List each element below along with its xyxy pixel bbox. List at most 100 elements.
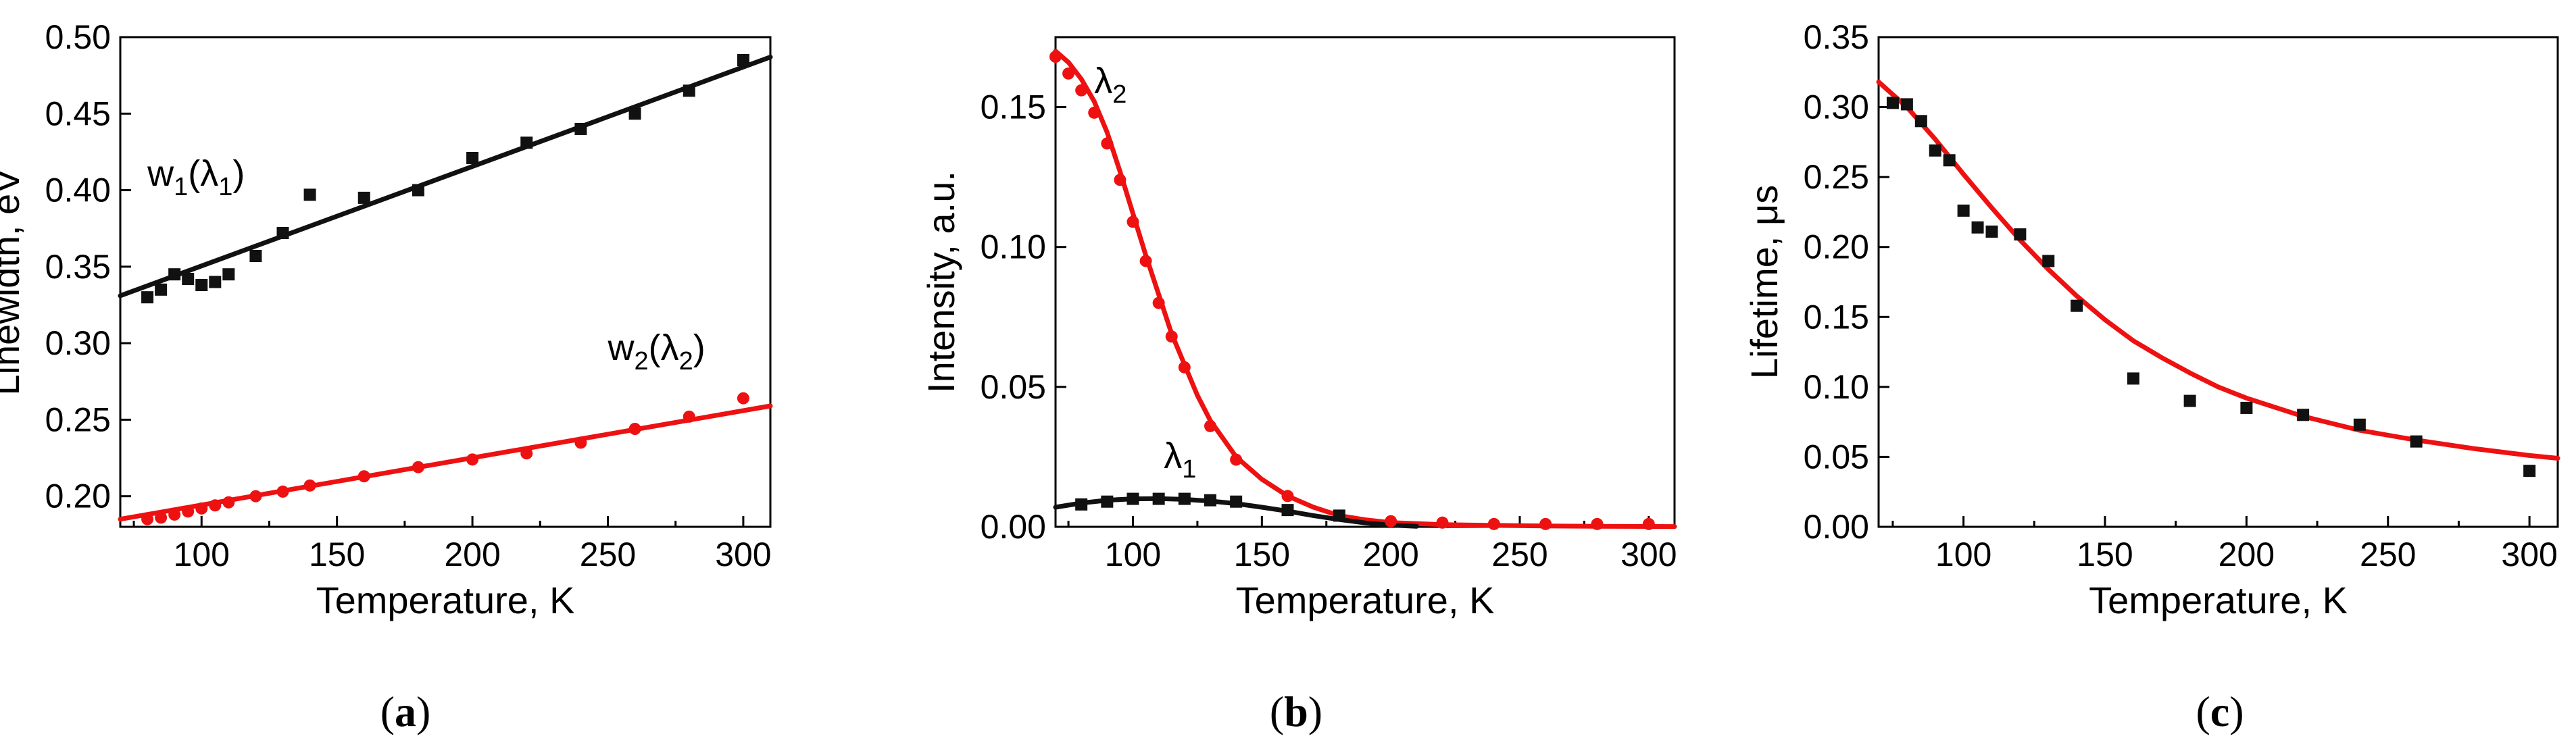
plot-frame	[1877, 36, 2559, 528]
data-point	[141, 291, 154, 304]
y-tick-label: 0.20	[1804, 228, 1869, 266]
panel-a: 100 150 200 250 300 0.20 0.25 0.30 0.35 0.40 0.45 0…	[0, 18, 773, 736]
data-point	[249, 249, 262, 262]
plot-frame	[1054, 36, 1676, 528]
data-point	[1886, 97, 1899, 109]
data-point	[574, 436, 587, 449]
panel-c: 100 150 200 250 300 0.00 0.05 0.10 0.15 0.20 0.25 0…	[1743, 18, 2560, 736]
data-point	[1062, 67, 1075, 80]
y-tick-label: 0.25	[1804, 158, 1869, 196]
y-tick-label: 0.15	[981, 88, 1046, 126]
y-tick-label: 0.25	[45, 401, 111, 438]
data-point	[1101, 495, 1114, 508]
data-point	[303, 479, 316, 492]
data-point	[1204, 419, 1216, 432]
data-point	[1591, 517, 1604, 530]
x-tick-label: 250	[1491, 536, 1547, 573]
y-tick-label: 0.35	[45, 248, 111, 286]
y-tick-label: 0.40	[45, 172, 111, 209]
data-point	[249, 490, 262, 503]
data-point	[303, 188, 316, 201]
data-point	[1539, 517, 1552, 530]
x-tick-label: 300	[1620, 536, 1677, 573]
data-point	[195, 279, 208, 292]
data-point	[2410, 435, 2423, 448]
panel-label: (a)	[380, 688, 431, 736]
data-point	[222, 268, 235, 281]
data-point	[1139, 255, 1152, 267]
data-point	[1230, 453, 1243, 466]
y-tick-label: 0.00	[1804, 508, 1869, 546]
data-point	[628, 423, 641, 435]
data-point	[683, 84, 695, 97]
data-point	[1943, 154, 1956, 167]
data-point	[1126, 492, 1139, 505]
y-axis-title: Intensity, a.u.	[920, 171, 962, 393]
data-point	[1088, 106, 1101, 119]
data-point	[520, 447, 533, 460]
y-axis-title: Lifetime, μs	[1743, 185, 1785, 379]
x-tick-label: 250	[2360, 536, 2416, 573]
data-point	[1333, 509, 1345, 522]
data-point	[2297, 409, 2310, 421]
data-point	[1230, 495, 1243, 508]
data-point	[222, 496, 235, 509]
data-point	[155, 283, 168, 296]
data-point	[1165, 330, 1178, 343]
data-point	[1436, 516, 1449, 529]
data-point	[1971, 221, 1984, 234]
x-axis-title: Temperature, K	[1236, 579, 1495, 621]
data-point	[466, 151, 479, 164]
data-point	[1178, 361, 1191, 374]
data-point	[1281, 504, 1294, 517]
y-tick-label: 0.10	[1804, 368, 1869, 406]
data-point	[276, 227, 289, 239]
y-tick-label: 0.45	[45, 95, 111, 132]
y-tick-label: 0.05	[1804, 438, 1869, 475]
data-point	[182, 272, 195, 285]
data-point	[2042, 255, 2055, 267]
data-point	[182, 505, 195, 518]
data-point	[1049, 51, 1062, 63]
data-point	[168, 508, 181, 521]
data-point	[1985, 225, 1998, 238]
data-point	[209, 499, 222, 512]
x-axis-title: Temperature, K	[2089, 579, 2348, 621]
x-tick-label: 200	[1362, 536, 1418, 573]
data-point	[1126, 215, 1139, 228]
x-tick-label: 100	[174, 536, 230, 573]
data-point	[168, 268, 181, 281]
data-point	[1281, 490, 1294, 503]
data-point	[141, 513, 154, 525]
y-tick-label: 0.10	[981, 228, 1046, 266]
data-point	[1075, 498, 1088, 511]
data-point	[1957, 204, 1970, 217]
x-tick-label: 250	[580, 536, 636, 573]
data-point	[1075, 84, 1088, 97]
x-tick-label: 150	[2077, 536, 2133, 573]
data-point	[209, 276, 222, 288]
fit-line-0	[118, 55, 773, 299]
data-point	[2127, 372, 2139, 385]
data-point	[357, 470, 370, 483]
data-point	[276, 485, 289, 498]
series-label: w2(λ2)	[608, 328, 705, 376]
y-tick-label: 0.35	[1804, 18, 1869, 56]
y-tick-label: 0.30	[45, 324, 111, 362]
x-tick-label: 200	[2219, 536, 2275, 573]
data-point	[2523, 465, 2536, 478]
data-point	[1914, 115, 1927, 128]
y-tick-label: 0.00	[981, 508, 1046, 546]
x-tick-label: 300	[715, 536, 771, 573]
y-axis-title: Linewidth, eV	[0, 168, 27, 396]
data-point	[2240, 401, 2253, 414]
y-tick-label: 0.20	[45, 478, 111, 515]
panel-label: (c)	[2196, 688, 2244, 736]
data-point	[737, 392, 749, 405]
x-tick-label: 150	[1234, 536, 1290, 573]
series-label: w1(λ1)	[147, 153, 245, 201]
y-tick-label: 0.50	[45, 18, 111, 56]
data-point	[628, 107, 641, 120]
data-point	[1101, 137, 1114, 150]
